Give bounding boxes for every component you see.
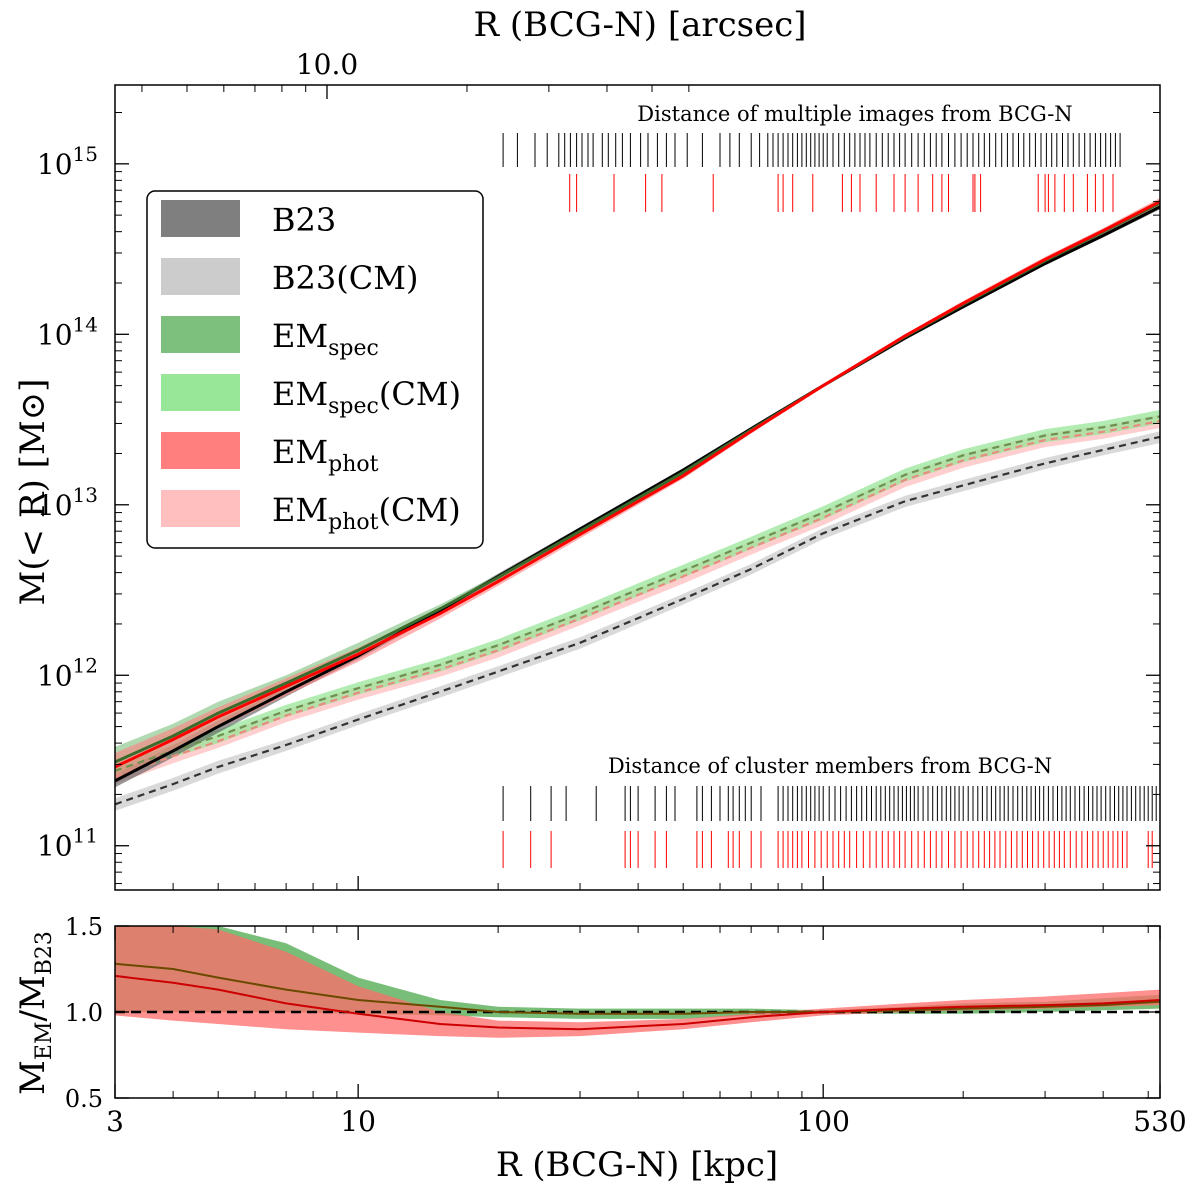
y-tick-label-3: 1014 <box>37 312 98 351</box>
legend-label-0: B23 <box>272 201 336 239</box>
y-axis-label: M(< R) [M⊙] <box>13 379 53 606</box>
distance-marks <box>502 133 1157 868</box>
y-tick-label-2: 1013 <box>37 483 98 522</box>
ratio-y-tick-label-2: 1.5 <box>65 913 103 941</box>
legend-label-4: EMphot <box>272 433 379 477</box>
x-tick-label-2: 100 <box>796 1105 849 1138</box>
line-b23-cm <box>114 435 1161 806</box>
legend-label-3: EMspec(CM) <box>272 375 461 419</box>
band-em-phot-cm <box>115 414 1160 785</box>
legend-swatch-2 <box>161 316 240 353</box>
annotation-multiple-images: Distance of multiple images from BCG-N <box>637 102 1072 126</box>
legend-swatch-3 <box>161 374 240 411</box>
y-tick-label-4: 1015 <box>37 142 98 181</box>
top-tick-label-1: 10.0 <box>296 48 358 81</box>
legend-swatch-0 <box>161 200 240 237</box>
ratio-ticks: 0.5 1.0 1.5 3 10 100 530 <box>65 913 1187 1138</box>
legend-label-2: EMspec <box>272 317 379 361</box>
line-em-phot-cm <box>114 419 1161 778</box>
y-tick-label-0: 1011 <box>37 824 98 863</box>
ratio-y-axis-label: MEM/MB23 <box>13 931 57 1095</box>
ratio-panel: MEM/MB23 0.5 1.0 1.5 3 10 100 530 R (BCG-N) [k… <box>13 913 1187 1185</box>
band-b23-cm <box>115 431 1160 811</box>
main-lines <box>114 200 1161 806</box>
x-axis-label: R (BCG-N) [kpc] <box>496 1145 778 1185</box>
annotation-cluster-members: Distance of cluster members from BCG-N <box>608 754 1052 778</box>
legend-label-1: B23(CM) <box>272 259 418 297</box>
line-em-phot <box>114 200 1161 769</box>
ratio-line-em-phot-b23 <box>114 974 1161 1031</box>
legend-swatch-5 <box>161 490 240 527</box>
x-tick-label-0: 3 <box>106 1105 124 1138</box>
legend: B23 B23(CM) EMspec EMspec(CM) EMphot EMphot(C… <box>146 190 484 549</box>
legend-label-5: EMphot(CM) <box>272 491 461 535</box>
legend-swatch-1 <box>161 258 240 295</box>
top-axis-label: R (BCG-N) [arcsec] <box>473 5 806 45</box>
ratio-bands <box>115 926 1160 1038</box>
x-tick-label-3: 530 <box>1133 1105 1186 1138</box>
ratio-frame <box>114 925 1161 1099</box>
ratio-lines <box>114 962 1161 1031</box>
ratio-line-em-spec-b23 <box>114 962 1161 1015</box>
ratio-y-tick-label-0: 0.5 <box>65 1085 103 1113</box>
line-b23 <box>114 205 1161 783</box>
y-tick-label-1: 1012 <box>37 653 98 692</box>
x-tick-label-1: 10 <box>340 1105 376 1138</box>
legend-swatch-4 <box>161 432 240 469</box>
main-frame <box>114 84 1161 891</box>
main-panel: R (BCG-N) [arcsec] M(< R) [M⊙] Distance … <box>13 5 1161 891</box>
ratio-y-tick-label-1: 1.0 <box>65 999 103 1027</box>
line-em-spec-cm <box>114 415 1161 772</box>
